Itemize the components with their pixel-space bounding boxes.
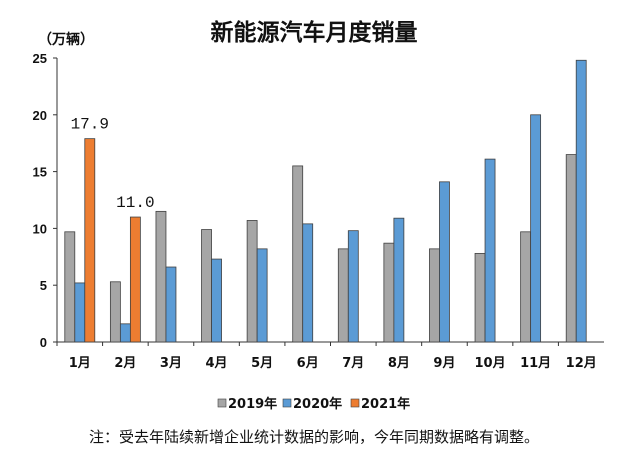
bar-2020年-8月	[393, 217, 405, 343]
x-tick-label: 9月	[433, 356, 455, 371]
y-tick-label: 0	[40, 335, 47, 350]
bar-2020年-7月	[347, 230, 359, 343]
bar-2019年-2月	[109, 281, 121, 343]
x-tick-label: 11月	[520, 356, 551, 371]
bar-2021年-2月	[129, 216, 141, 343]
y-tick-label: 20	[33, 108, 47, 123]
x-tick-label: 4月	[206, 356, 228, 371]
y-tick-label: 10	[33, 221, 47, 236]
bar-2019年-9月	[429, 248, 440, 343]
bar-2020年-1月	[74, 282, 86, 343]
bar-2020年-9月	[439, 181, 450, 343]
legend: 2019年 2020年 2021年	[217, 396, 410, 412]
bar-2020年-11月	[530, 114, 542, 343]
bar-2020年-6月	[302, 223, 314, 343]
bar-2019年-1月	[64, 231, 76, 343]
y-axis-unit-label: （万辆）	[38, 31, 94, 48]
bar-2019年-11月	[520, 231, 532, 343]
legend-swatch-2020年	[282, 398, 292, 408]
footnote: 注：受去年陆续新增企业统计数据的影响，今年同期数据略有调整。	[89, 428, 539, 446]
bar-2020年-3月	[165, 266, 177, 343]
bar-2019年-12月	[565, 154, 577, 343]
x-tick-label: 3月	[160, 356, 182, 371]
x-tick-label: 6月	[297, 356, 319, 371]
bar-2020年-4月	[211, 258, 222, 343]
x-tick-label: 8月	[388, 356, 410, 371]
bar-2021年-1月	[84, 138, 96, 343]
legend-swatch-2021年	[350, 398, 360, 408]
x-tick-label: 7月	[342, 356, 364, 371]
legend-swatch-2019年	[217, 398, 227, 408]
x-tick-label: 12月	[566, 356, 597, 371]
x-tick-label: 2月	[114, 356, 136, 371]
legend-label: 2021年	[361, 396, 410, 412]
data-label: 17.9	[71, 116, 109, 134]
y-tick-label: 5	[40, 278, 47, 293]
bar-2019年-10月	[474, 252, 486, 343]
legend-label: 2019年	[228, 396, 277, 412]
x-tick-label: 10月	[474, 356, 505, 371]
plot-area: 0 5 10 15 20 25 1月 2月 3月 4月 5月 6月 7月 8月 9月 10月 11月 12月 17.…	[33, 51, 604, 371]
bar-2019年-3月	[155, 210, 167, 343]
bar-2020年-10月	[484, 158, 496, 343]
x-tick-label: 1月	[69, 356, 91, 371]
bar-2019年-5月	[246, 220, 258, 343]
y-tick-label: 25	[33, 51, 47, 66]
chart-title: 新能源汽车月度销量	[211, 19, 418, 46]
legend-label: 2020年	[293, 396, 342, 412]
bar-2019年-6月	[292, 165, 304, 343]
bar-2020年-2月	[119, 323, 131, 343]
bar-2019年-4月	[201, 229, 212, 343]
y-tick-label: 15	[33, 165, 47, 180]
data-label: 11.0	[116, 194, 154, 212]
bar-2019年-7月	[337, 248, 349, 343]
bar-2020年-5月	[256, 248, 268, 343]
bar-2020年-12月	[575, 59, 587, 343]
bar-2019年-8月	[383, 242, 395, 343]
x-tick-label: 5月	[251, 356, 273, 371]
